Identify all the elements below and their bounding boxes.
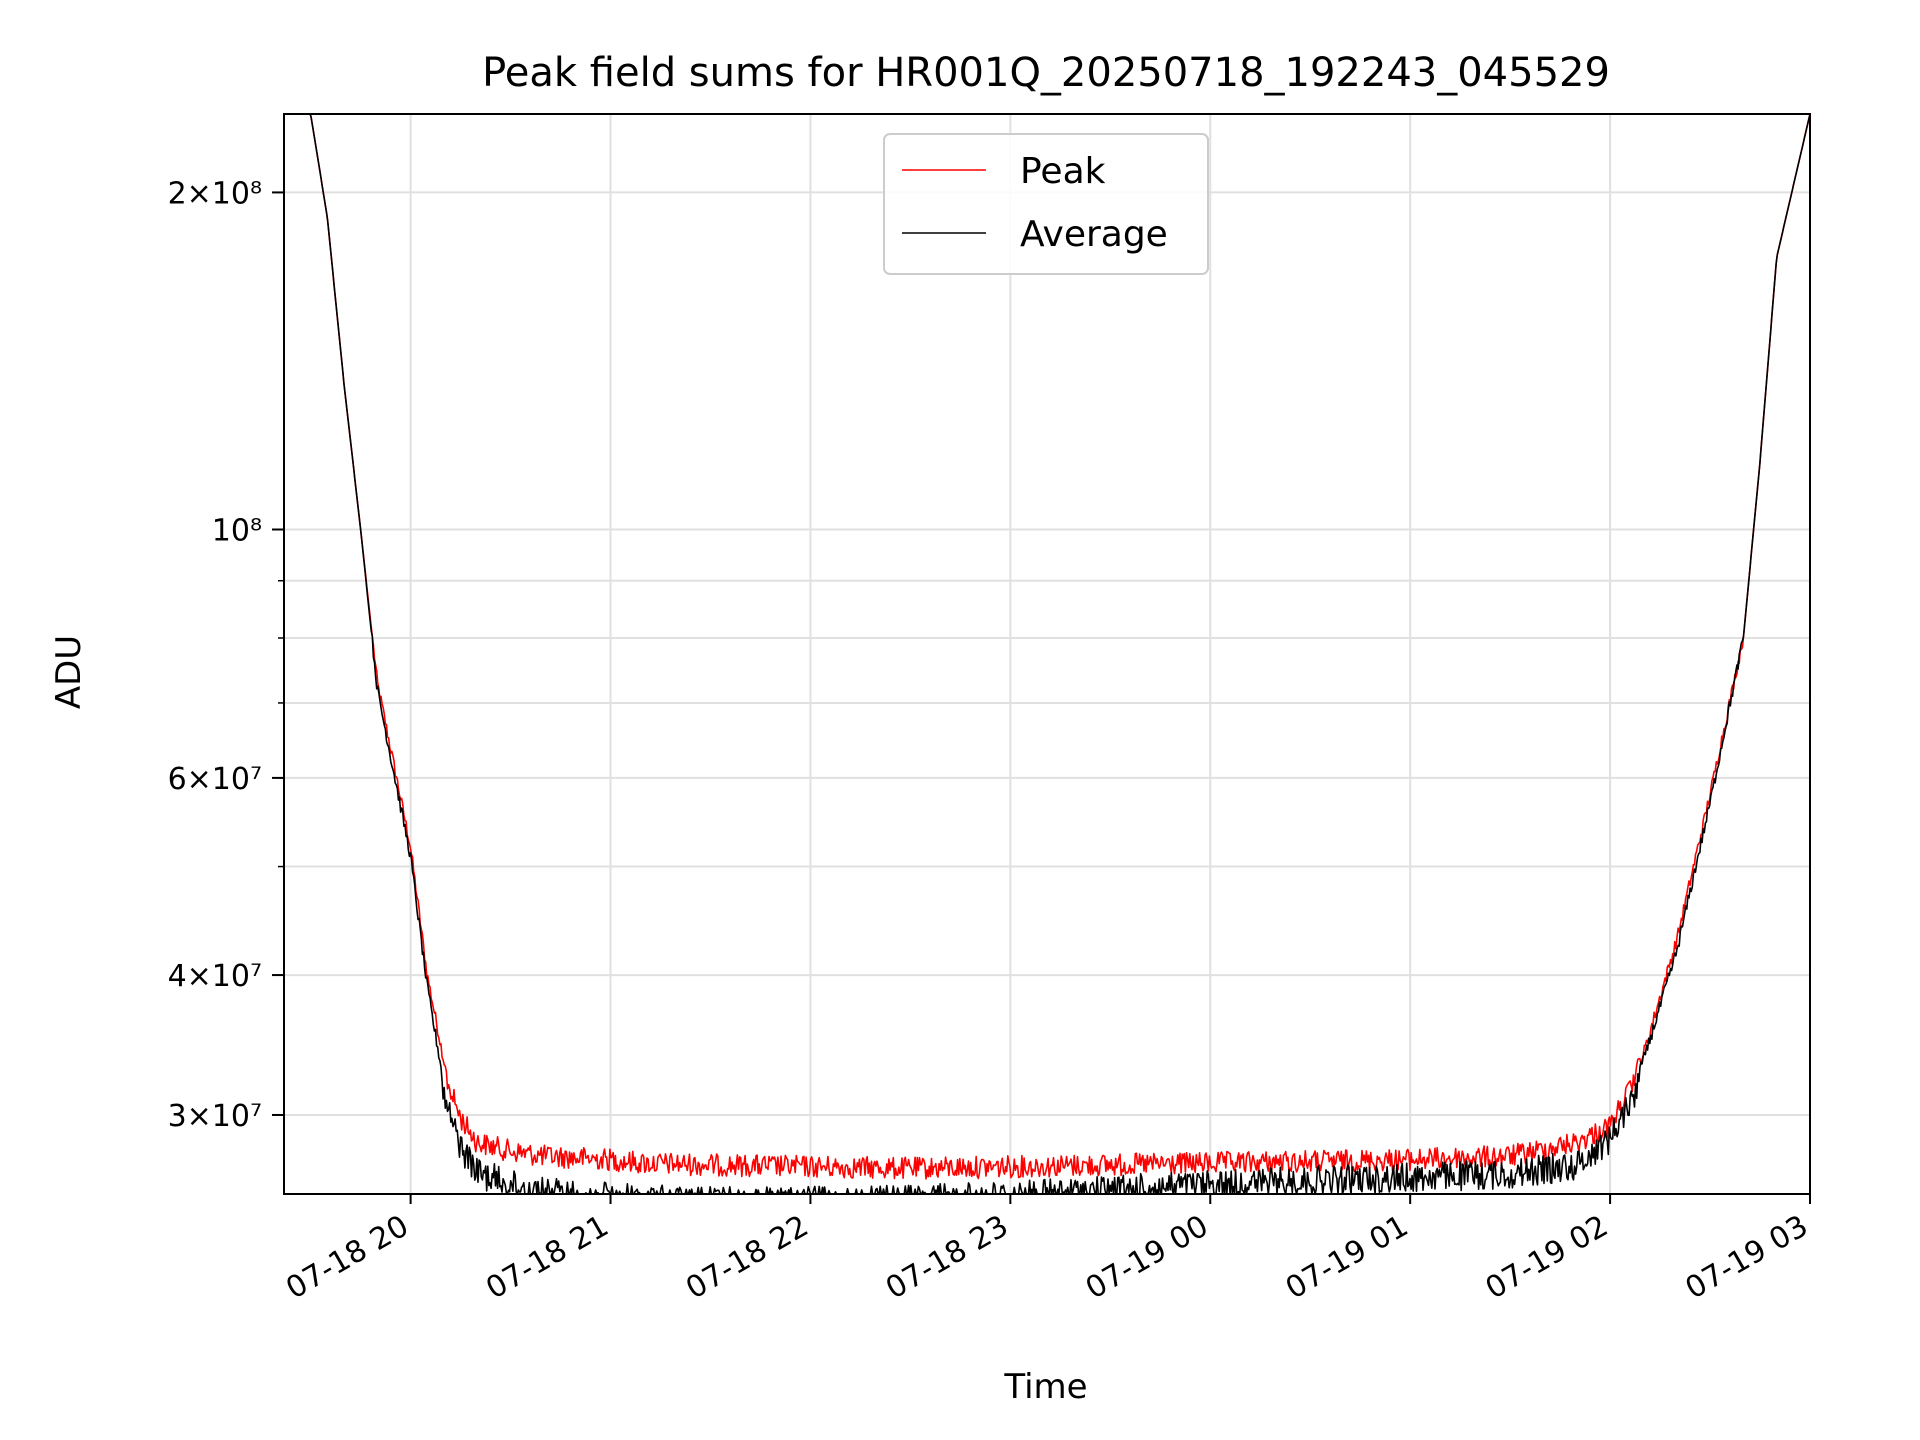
- series-layer: [284, 113, 1811, 1195]
- y-tick-label: 2×10⁸: [168, 176, 262, 211]
- plot-frame: [283, 113, 1811, 1195]
- y-tick-label: 3×10⁷: [168, 1099, 262, 1134]
- series-line-peak: [284, 113, 1811, 1180]
- y-axis-label: ADU: [49, 635, 89, 709]
- series-line-average: [284, 113, 1811, 1195]
- y-tick-label: 6×10⁷: [168, 762, 262, 797]
- x-axis-label: Time: [1003, 1367, 1087, 1407]
- y-tick-label: 4×10⁷: [168, 959, 262, 994]
- legend: Peak Average: [883, 133, 1209, 275]
- y-tick-label: 10⁸: [212, 513, 262, 548]
- legend-label-peak: Peak: [1020, 151, 1106, 192]
- legend-label-average: Average: [1020, 214, 1168, 255]
- legend-box: [883, 133, 1209, 275]
- chart-title: Peak field sums for HR001Q_20250718_1922…: [482, 50, 1610, 96]
